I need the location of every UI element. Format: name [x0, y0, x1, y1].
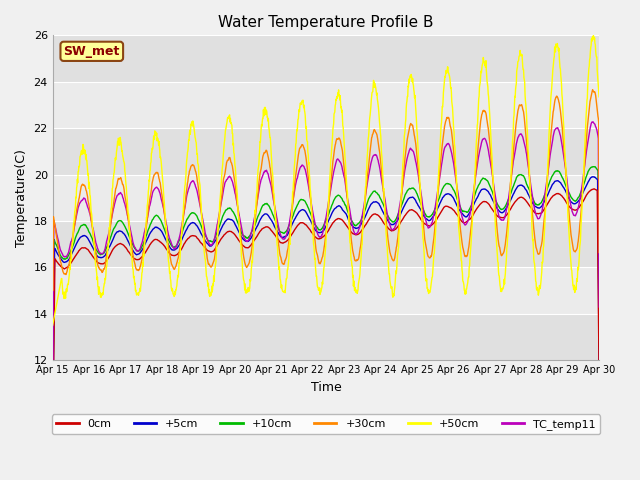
Bar — [52, 314, 599, 360]
Bar — [52, 221, 599, 267]
Bar — [52, 36, 599, 82]
Text: SW_met: SW_met — [63, 45, 120, 58]
Title: Water Temperature Profile B: Water Temperature Profile B — [218, 15, 434, 30]
Bar — [52, 175, 599, 221]
X-axis label: Time: Time — [310, 381, 341, 394]
Bar — [52, 82, 599, 128]
Legend: 0cm, +5cm, +10cm, +30cm, +50cm, TC_temp11: 0cm, +5cm, +10cm, +30cm, +50cm, TC_temp1… — [52, 415, 600, 434]
Bar — [52, 267, 599, 314]
Y-axis label: Temperature(C): Temperature(C) — [15, 149, 28, 247]
Bar — [52, 128, 599, 175]
